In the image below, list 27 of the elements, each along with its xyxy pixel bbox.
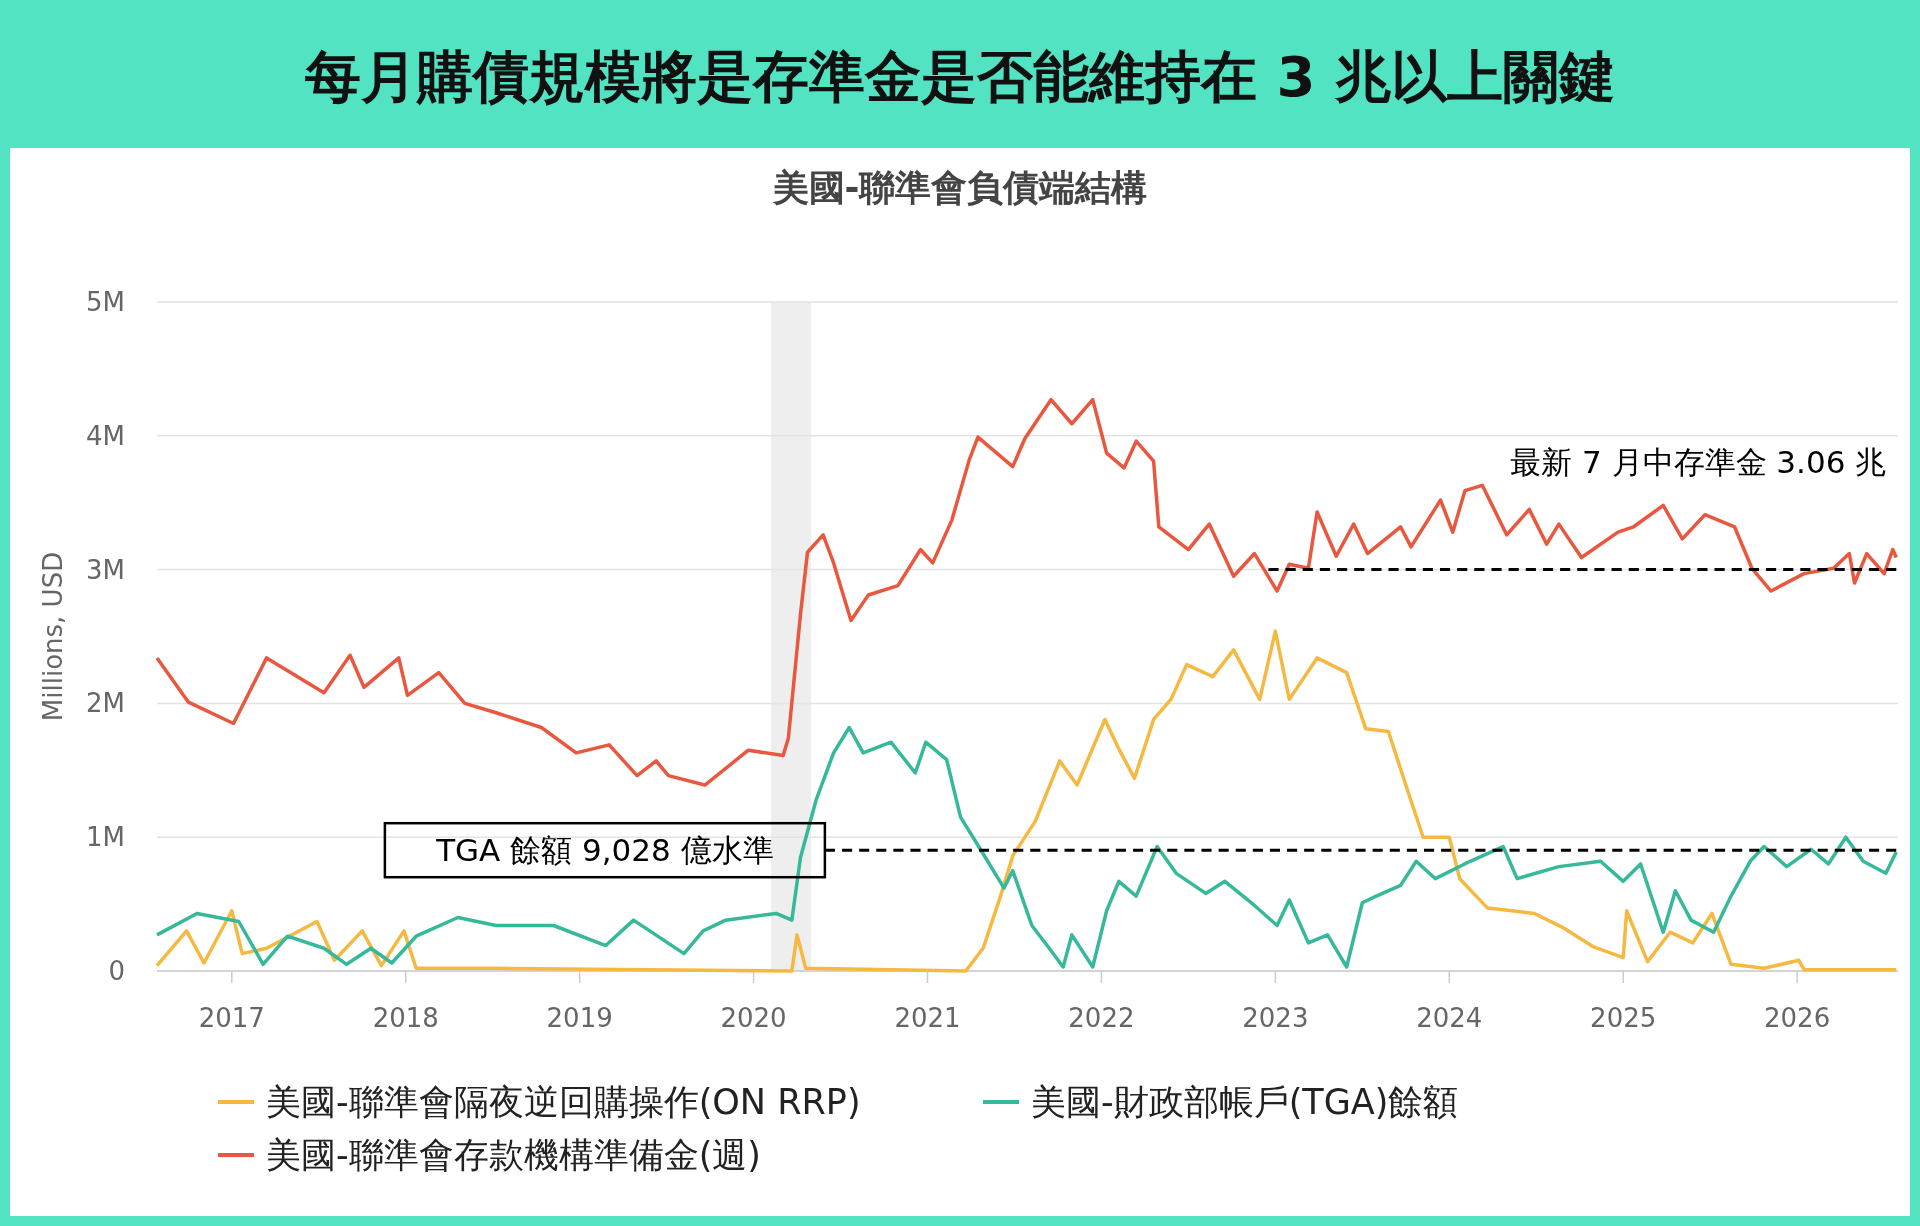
- line-series: [155, 629, 1899, 973]
- x-tick-label: 2020: [720, 1003, 787, 1033]
- x-tick-label: 2019: [546, 1003, 613, 1033]
- y-axis-title: Millions, USD: [38, 551, 68, 722]
- y-tick-label: 3M: [86, 554, 125, 585]
- x-tick-label: 2017: [198, 1003, 265, 1033]
- x-tick-label: 2022: [1068, 1003, 1135, 1033]
- line-series: [155, 725, 1899, 969]
- line-series: [155, 397, 1899, 787]
- chart-subtitle: 美國-聯準會負債端結構: [771, 167, 1148, 208]
- annotation: 最新 7 月中存準金 3.06 兆: [1510, 443, 1887, 480]
- legend-label: 美國-聯準會隔夜逆回購操作(ON RRP): [266, 1082, 861, 1122]
- y-tick-label: 1M: [86, 822, 125, 853]
- y-tick-label: 5M: [86, 287, 125, 317]
- x-tick-label: 2018: [372, 1003, 439, 1033]
- x-tick-label: 2023: [1242, 1003, 1309, 1033]
- x-tick-label: 2026: [1764, 1003, 1831, 1033]
- legend-label: 美國-財政部帳戶(TGA)餘額: [1031, 1082, 1459, 1122]
- legend-label: 美國-聯準會存款機構準備金(週): [266, 1135, 761, 1175]
- x-tick-label: 2021: [894, 1003, 961, 1033]
- y-tick-label: 0: [108, 956, 125, 986]
- y-tick-label: 2M: [86, 688, 125, 719]
- chart-title: 每月購債規模將是存準金是否能維持在 3 兆以上關鍵: [304, 44, 1615, 109]
- x-tick-label: 2025: [1590, 1003, 1657, 1033]
- x-tick-label: 2024: [1416, 1003, 1483, 1033]
- annotation: TGA 餘額 9,028 億水準: [435, 832, 774, 869]
- y-tick-label: 4M: [86, 420, 125, 451]
